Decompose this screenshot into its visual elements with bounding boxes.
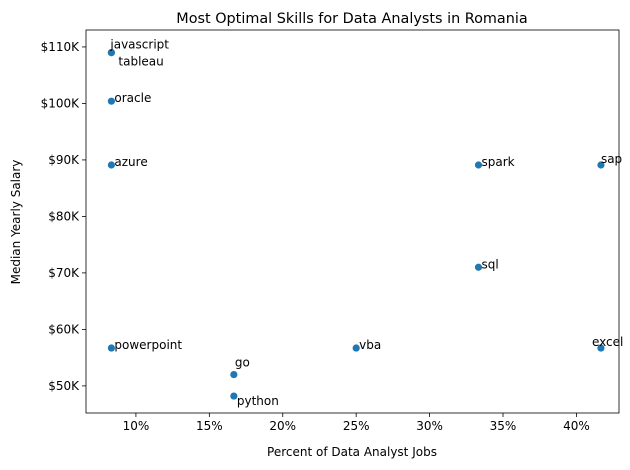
data-points: [107, 48, 605, 400]
data-label-tableau: tableau: [118, 55, 163, 69]
data-label-azure: azure: [114, 155, 147, 169]
chart-title: Most Optimal Skills for Data Analysts in…: [176, 11, 527, 27]
x-tick-label: 30%: [416, 419, 443, 433]
y-axis: $50K $60K $70K $80K $90K $100K $110K: [41, 40, 86, 393]
y-tick-label: $60K: [48, 322, 80, 336]
x-tick-label: 35%: [490, 419, 517, 433]
data-label-excel: excel: [592, 335, 623, 349]
y-tick-label: $110K: [41, 40, 81, 54]
y-tick-label: $90K: [48, 153, 80, 167]
x-axis-label: Percent of Data Analyst Jobs: [267, 445, 437, 459]
y-axis-label: Median Yearly Salary: [9, 160, 23, 285]
data-point-oracle: [107, 97, 116, 105]
x-axis: 10% 15% 20% 25% 30% 35% 40%: [123, 413, 590, 433]
data-point-azure: [107, 161, 116, 169]
data-point-sap: [597, 161, 605, 169]
data-point-labels: javascript tableau oracle azure powerpoint go…: [109, 38, 623, 408]
data-label-python: python: [237, 394, 279, 408]
data-label-powerpoint: powerpoint: [114, 338, 182, 352]
data-point-powerpoint: [107, 344, 116, 352]
data-label-sap: sap: [601, 152, 622, 166]
data-label-vba: vba: [359, 338, 381, 352]
data-point-vba: [352, 344, 360, 352]
data-label-spark: spark: [481, 155, 514, 169]
data-point-spark: [474, 161, 483, 169]
data-point-excel: [597, 344, 605, 352]
data-label-oracle: oracle: [114, 91, 151, 105]
x-tick-label: 15%: [196, 419, 223, 433]
data-point-tableau: [107, 48, 116, 57]
x-tick-label: 25%: [343, 419, 370, 433]
data-label-sql: sql: [481, 257, 498, 271]
data-point-go: [230, 370, 238, 379]
data-label-javascript: javascript: [109, 38, 169, 52]
y-tick-label: $70K: [48, 266, 80, 280]
x-tick-label: 40%: [563, 419, 590, 433]
data-point-python: [230, 392, 238, 400]
data-point-sql: [474, 263, 483, 271]
x-tick-label: 20%: [269, 419, 296, 433]
y-tick-label: $80K: [48, 209, 80, 223]
plot-area-frame: [85, 29, 620, 414]
y-tick-label: $100K: [41, 96, 81, 110]
data-label-go: go: [235, 356, 250, 370]
x-tick-label: 10%: [123, 419, 150, 433]
y-tick-label: $50K: [48, 379, 80, 393]
